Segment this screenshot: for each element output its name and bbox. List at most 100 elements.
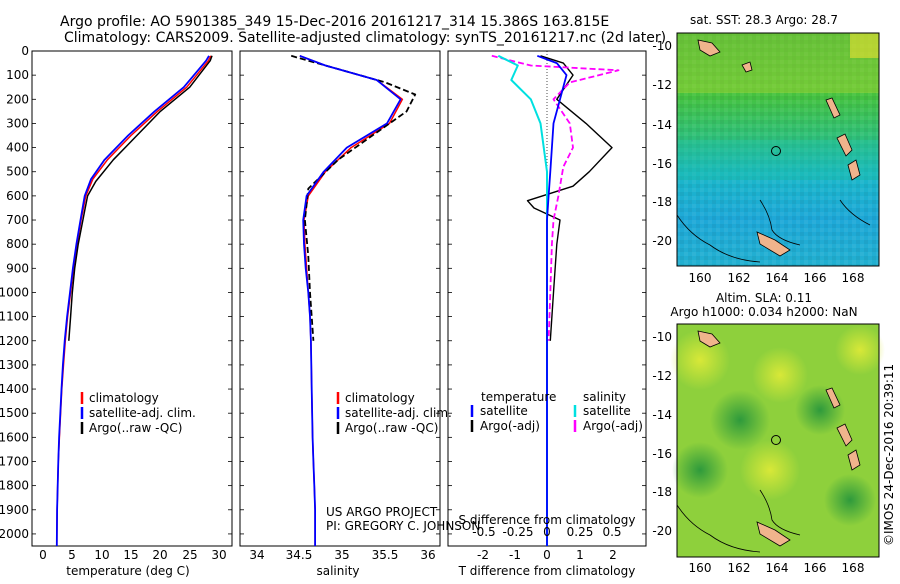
diff-tick-label: -2 bbox=[477, 548, 489, 562]
diff-tick-label: 1 bbox=[576, 548, 584, 562]
sla-map-title-1: Altim. SLA: 0.11 bbox=[716, 291, 812, 305]
temp-argo-line bbox=[68, 55, 213, 341]
legend-label: satellite bbox=[480, 404, 528, 418]
legend-label: Argo(-adj) bbox=[480, 419, 540, 433]
legend-title-salinity: salinity bbox=[583, 390, 626, 404]
bathymetry-contour bbox=[676, 214, 761, 263]
legend-label: Argo(-adj) bbox=[583, 419, 643, 433]
salinity-axis-label: salinity bbox=[316, 564, 359, 578]
argo-location-marker bbox=[771, 146, 781, 156]
temperature-panel bbox=[31, 50, 233, 547]
lon-tick-label: 168 bbox=[842, 271, 865, 285]
lat-tick-label: -20 bbox=[652, 234, 672, 248]
lat-tick-label: -14 bbox=[652, 408, 672, 422]
salinity-legend: climatology satellite-adj. clim. Argo(..… bbox=[336, 391, 452, 435]
sdiff-tick-label: 0.25 bbox=[567, 525, 594, 539]
imos-timestamp: ©IMOS 24-Dec-2016 20:39:11 bbox=[882, 364, 896, 546]
sst-map-title: sat. SST: 28.3 Argo: 28.7 bbox=[690, 13, 838, 27]
panel-tick-marks bbox=[32, 50, 646, 535]
depth-tick-label: 300 bbox=[6, 116, 29, 130]
depth-tick-label: 2000 bbox=[0, 527, 29, 541]
sal-tick-label: 34.5 bbox=[286, 548, 313, 562]
lon-tick-label: 164 bbox=[766, 271, 789, 285]
lat-tick-label: -18 bbox=[652, 485, 672, 499]
island-shape bbox=[847, 449, 861, 471]
temp-tick-label: 20 bbox=[152, 548, 167, 562]
lat-tick-label: -18 bbox=[652, 195, 672, 209]
lat-tick-label: -10 bbox=[652, 39, 672, 53]
t-difference-axis-label: T difference from climatology bbox=[458, 564, 636, 578]
temp-tick-label: 0 bbox=[39, 548, 47, 562]
island-shape bbox=[825, 387, 841, 409]
sla-map-title-2: Argo h1000: 0.034 h2000: NaN bbox=[670, 305, 857, 319]
lat-tick-label: -20 bbox=[652, 524, 672, 538]
lat-tick-label: -12 bbox=[652, 369, 672, 383]
island-shape bbox=[697, 39, 721, 57]
sst-map-frame bbox=[676, 32, 880, 267]
lon-tick-label: 162 bbox=[728, 561, 751, 575]
temperature-legend: climatology satellite-adj. clim. Argo(..… bbox=[80, 391, 196, 435]
island-shape bbox=[741, 61, 753, 73]
legend-label: satellite-adj. clim. bbox=[89, 406, 196, 420]
lon-tick-label: 166 bbox=[804, 271, 827, 285]
depth-tick-label: 700 bbox=[6, 213, 29, 227]
header-line-1: Argo profile: AO 5901385_349 15-Dec-2016… bbox=[60, 14, 609, 30]
sla-low-blob bbox=[824, 474, 876, 526]
temperature-x-ticks: 0 5 10 15 20 25 30 bbox=[39, 548, 226, 562]
island-shape bbox=[847, 159, 861, 181]
lat-tick-label: -14 bbox=[652, 118, 672, 132]
sla-lat-ticks: -10 -12 -14 -16 -18 -20 bbox=[652, 330, 672, 538]
lat-tick-label: -16 bbox=[652, 447, 672, 461]
depth-tick-label: 1200 bbox=[0, 334, 29, 348]
depth-tick-label: 0 bbox=[21, 44, 29, 58]
tdiff-argo-line bbox=[526, 55, 613, 341]
lon-tick-label: 162 bbox=[728, 271, 751, 285]
sla-low-blob bbox=[672, 442, 728, 498]
sla-low-blob bbox=[710, 390, 770, 450]
island-shape bbox=[836, 423, 853, 447]
credit-pi: PI: GREGORY C. JOHNSON bbox=[326, 519, 480, 533]
sst-lat-ticks: -10 -12 -14 -16 -18 -20 bbox=[652, 39, 672, 248]
depth-tick-label: 1500 bbox=[0, 406, 29, 420]
sla-map-frame bbox=[676, 323, 880, 558]
island-shape bbox=[825, 97, 841, 119]
legend-title-temperature: temperature bbox=[481, 390, 556, 404]
diff-tick-label: 2 bbox=[609, 548, 617, 562]
s-difference-top-ticks: -0.5 -0.25 0 0.25 0.5 bbox=[472, 525, 621, 539]
sal-climatology-line bbox=[299, 55, 404, 546]
sal-argo-line bbox=[290, 54, 417, 341]
sst-lon-ticks: 160 162 164 166 168 bbox=[689, 271, 865, 285]
sdiff-tick-label: 0 bbox=[543, 525, 551, 539]
island-shape bbox=[756, 521, 791, 547]
bathymetry-contour bbox=[759, 489, 801, 536]
profile-curves bbox=[55, 51, 620, 547]
temp-satellite-line bbox=[55, 55, 210, 547]
temp-tick-label: 25 bbox=[182, 548, 197, 562]
s-difference-axis-label: S difference from climatology bbox=[459, 513, 636, 527]
difference-legend: temperature salinity satellite Argo(-adj… bbox=[470, 390, 643, 433]
temp-tick-label: 5 bbox=[68, 548, 76, 562]
diff-tick-label: 0 bbox=[543, 548, 551, 562]
salinity-panel bbox=[239, 50, 441, 547]
legend-label: satellite-adj. clim. bbox=[345, 406, 452, 420]
depth-tick-label: 1800 bbox=[0, 479, 29, 493]
depth-tick-label: 800 bbox=[6, 237, 29, 251]
lon-tick-label: 168 bbox=[842, 561, 865, 575]
depth-tick-label: 1300 bbox=[0, 358, 29, 372]
sal-tick-label: 35.5 bbox=[372, 548, 399, 562]
legend-label: Argo(..raw -QC) bbox=[345, 421, 438, 435]
sal-tick-label: 35 bbox=[334, 548, 349, 562]
sla-high-blob bbox=[835, 325, 885, 375]
bathymetry-contour bbox=[676, 504, 761, 553]
sal-tick-label: 34 bbox=[249, 548, 264, 562]
credit-project: US ARGO PROJECT bbox=[326, 505, 438, 519]
depth-tick-label: 600 bbox=[6, 189, 29, 203]
sla-high-blob bbox=[740, 440, 800, 500]
island-shape bbox=[697, 330, 721, 348]
depth-tick-label: 900 bbox=[6, 261, 29, 275]
sla-high-blob bbox=[752, 347, 808, 403]
lon-tick-label: 164 bbox=[766, 561, 789, 575]
salinity-x-ticks: 34 34.5 35 35.5 36 bbox=[249, 548, 435, 562]
sla-map bbox=[670, 323, 885, 558]
